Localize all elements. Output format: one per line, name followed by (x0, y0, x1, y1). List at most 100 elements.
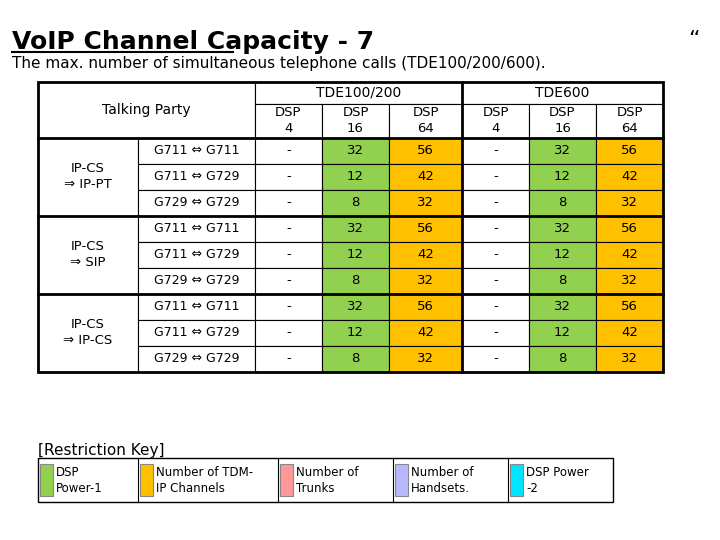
Bar (395, 464, 408, 496)
Text: 32: 32 (621, 197, 638, 210)
Text: 32: 32 (347, 300, 364, 314)
Bar (280, 464, 293, 496)
Bar (462, 346, 529, 372)
Text: DSP Power
-2: DSP Power -2 (526, 465, 589, 495)
Bar (462, 268, 529, 294)
Bar (38, 458, 613, 502)
Bar (38, 82, 255, 138)
Text: G729 ⇔ G729: G729 ⇔ G729 (154, 197, 239, 210)
Bar (529, 320, 596, 346)
Bar (596, 268, 663, 294)
Text: 8: 8 (558, 197, 567, 210)
Bar (529, 346, 596, 372)
Bar (322, 104, 389, 138)
Bar (389, 320, 462, 346)
Text: 56: 56 (417, 300, 434, 314)
Text: 42: 42 (621, 248, 638, 261)
Bar (529, 242, 596, 268)
Text: 42: 42 (621, 327, 638, 340)
Bar (462, 320, 529, 346)
Text: 42: 42 (621, 171, 638, 184)
Text: 8: 8 (351, 353, 360, 366)
Bar (255, 346, 322, 372)
Bar (389, 242, 462, 268)
Bar (38, 138, 138, 216)
Bar (529, 138, 596, 164)
Text: Number of
Handsets.: Number of Handsets. (411, 465, 474, 495)
Bar (322, 242, 389, 268)
Text: -: - (286, 145, 291, 158)
Text: 56: 56 (417, 145, 434, 158)
Bar (462, 242, 529, 268)
Text: DSP
Power-1: DSP Power-1 (56, 465, 103, 495)
Text: TDE100/200: TDE100/200 (316, 86, 401, 100)
Text: [Restriction Key]: [Restriction Key] (38, 443, 164, 458)
Bar (596, 294, 663, 320)
Text: G711 ⇔ G729: G711 ⇔ G729 (154, 171, 239, 184)
Bar (389, 138, 462, 164)
Bar (138, 164, 255, 190)
Text: DSP
16: DSP 16 (549, 106, 576, 136)
Text: -: - (286, 222, 291, 235)
Bar (462, 294, 529, 320)
Text: 56: 56 (621, 145, 638, 158)
Text: Talking Party: Talking Party (102, 103, 191, 117)
Text: 56: 56 (417, 222, 434, 235)
Text: 32: 32 (347, 145, 364, 158)
Bar (255, 82, 462, 104)
Bar (40, 464, 53, 496)
Text: DSP
64: DSP 64 (413, 106, 438, 136)
Text: The max. number of simultaneous telephone calls (TDE100/200/600).: The max. number of simultaneous telephon… (12, 56, 546, 71)
Text: Number of
Trunks: Number of Trunks (296, 465, 359, 495)
Bar (389, 164, 462, 190)
Bar (596, 164, 663, 190)
Text: 56: 56 (621, 300, 638, 314)
Text: -: - (493, 222, 498, 235)
Text: -: - (286, 353, 291, 366)
Text: 32: 32 (417, 353, 434, 366)
Bar (529, 294, 596, 320)
Text: 32: 32 (554, 300, 571, 314)
Bar (322, 216, 389, 242)
Text: -: - (493, 171, 498, 184)
Bar (529, 190, 596, 216)
Text: IP-CS
⇒ SIP: IP-CS ⇒ SIP (71, 240, 106, 269)
Text: 8: 8 (351, 274, 360, 287)
Text: 32: 32 (417, 197, 434, 210)
Text: DSP
16: DSP 16 (342, 106, 369, 136)
Text: -: - (493, 327, 498, 340)
Text: TDE600: TDE600 (535, 86, 590, 100)
Bar (596, 138, 663, 164)
Text: 12: 12 (347, 327, 364, 340)
Bar (255, 268, 322, 294)
Bar (140, 464, 153, 496)
Text: -: - (493, 248, 498, 261)
Bar (255, 104, 322, 138)
Bar (322, 346, 389, 372)
Bar (596, 104, 663, 138)
Bar (462, 138, 529, 164)
Text: -: - (493, 300, 498, 314)
Bar (322, 320, 389, 346)
Bar (138, 346, 255, 372)
Text: “: “ (688, 30, 700, 50)
Bar (138, 320, 255, 346)
Bar (322, 164, 389, 190)
Bar (389, 104, 462, 138)
Text: 42: 42 (417, 248, 434, 261)
Bar (389, 216, 462, 242)
Bar (596, 216, 663, 242)
Bar (389, 294, 462, 320)
Text: -: - (286, 171, 291, 184)
Text: -: - (286, 197, 291, 210)
Bar (389, 346, 462, 372)
Bar (389, 190, 462, 216)
Text: 8: 8 (558, 274, 567, 287)
Text: G729 ⇔ G729: G729 ⇔ G729 (154, 274, 239, 287)
Text: 12: 12 (347, 171, 364, 184)
Bar (596, 320, 663, 346)
Bar (255, 320, 322, 346)
Bar (322, 138, 389, 164)
Text: DSP
4: DSP 4 (482, 106, 509, 136)
Text: Number of TDM-
IP Channels: Number of TDM- IP Channels (156, 465, 253, 495)
